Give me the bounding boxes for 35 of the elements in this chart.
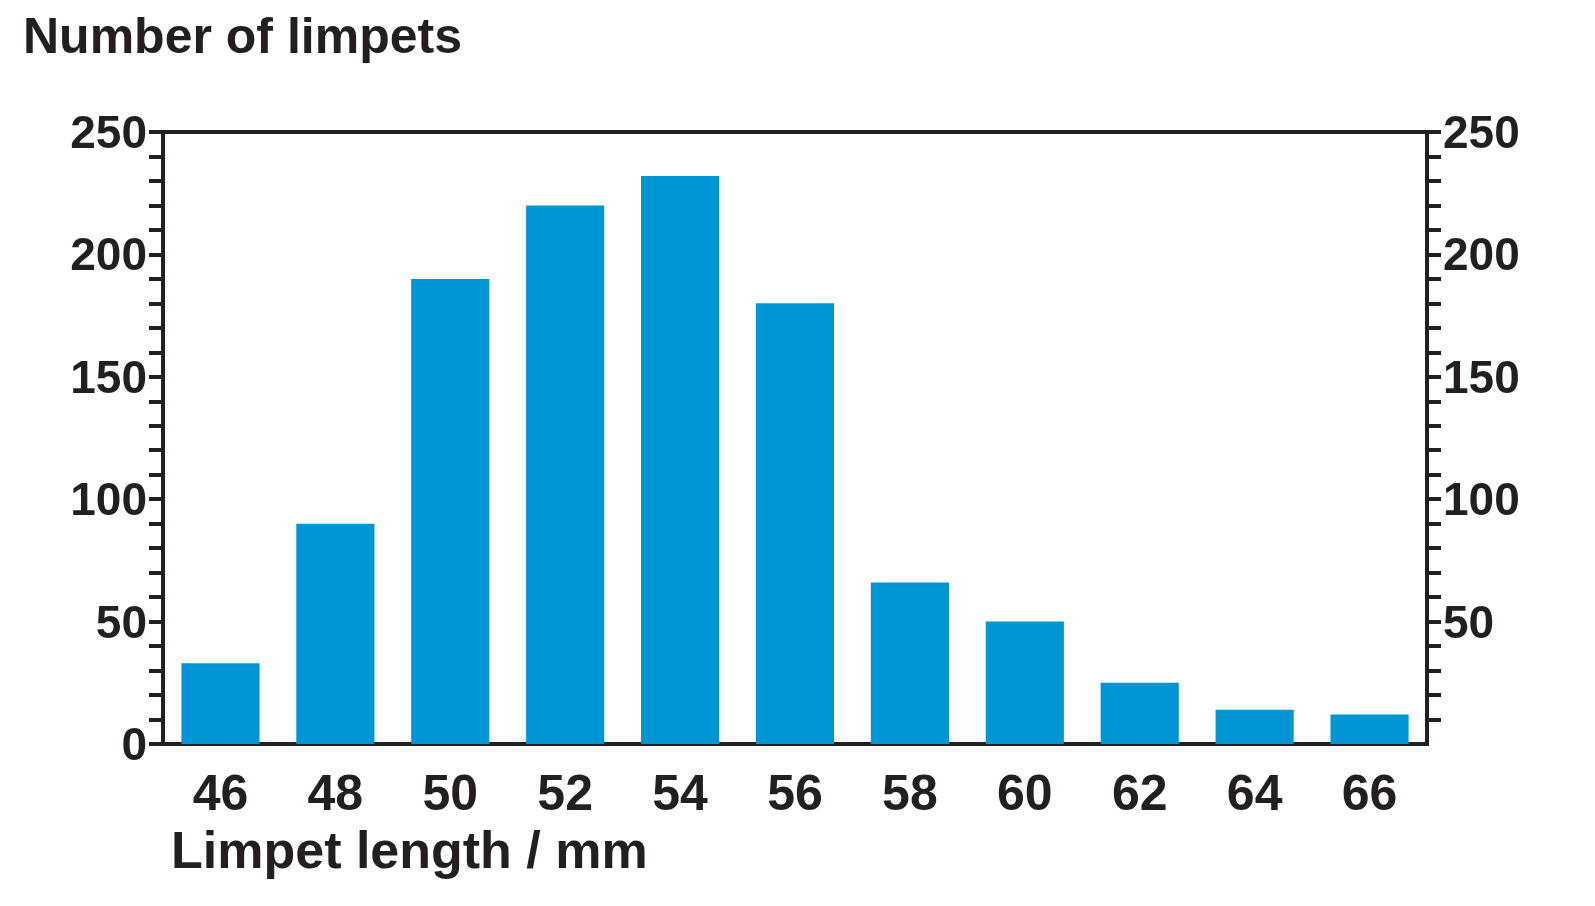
y2-tick-label: 100: [1443, 473, 1520, 526]
x-tick-label: 48: [307, 765, 364, 821]
bar: [1215, 709, 1294, 744]
y-tick-label: 50: [95, 595, 147, 648]
y2-tick-label: 200: [1443, 228, 1520, 281]
y-tick-label: 250: [70, 106, 147, 158]
chart-title: Number of limpets: [23, 8, 462, 64]
x-tick-label: 50: [422, 765, 479, 821]
bar: [985, 621, 1064, 744]
y-tick-label: 150: [70, 350, 147, 403]
x-axis-title: Limpet length / mm: [171, 821, 648, 879]
x-tick-label: 64: [1226, 765, 1283, 821]
x-tick-label: 52: [537, 765, 593, 821]
bar: [411, 278, 490, 744]
y2-tick-label: 250: [1443, 106, 1520, 158]
x-tick-label: 66: [1341, 765, 1398, 821]
x-tick-label: 58: [882, 765, 938, 821]
y-tick-label: 200: [70, 228, 147, 281]
bar: [526, 205, 605, 744]
x-tick-label: 56: [767, 765, 823, 821]
y-tick-label: 0: [121, 718, 147, 770]
x-tick-label: 54: [652, 765, 709, 821]
x-tick-label: 60: [997, 765, 1053, 821]
bar: [181, 663, 260, 744]
y2-tick-label: 150: [1443, 350, 1520, 403]
x-tick-label: 46: [192, 765, 249, 821]
bar: [641, 176, 720, 744]
bar: [1330, 714, 1409, 744]
bar: [755, 303, 835, 744]
bar: [296, 523, 375, 744]
bar: [1100, 682, 1179, 744]
y-tick-label: 100: [70, 473, 147, 526]
x-tick-label: 62: [1111, 765, 1168, 821]
bar: [870, 582, 949, 744]
y2-tick-label: 50: [1443, 595, 1495, 648]
